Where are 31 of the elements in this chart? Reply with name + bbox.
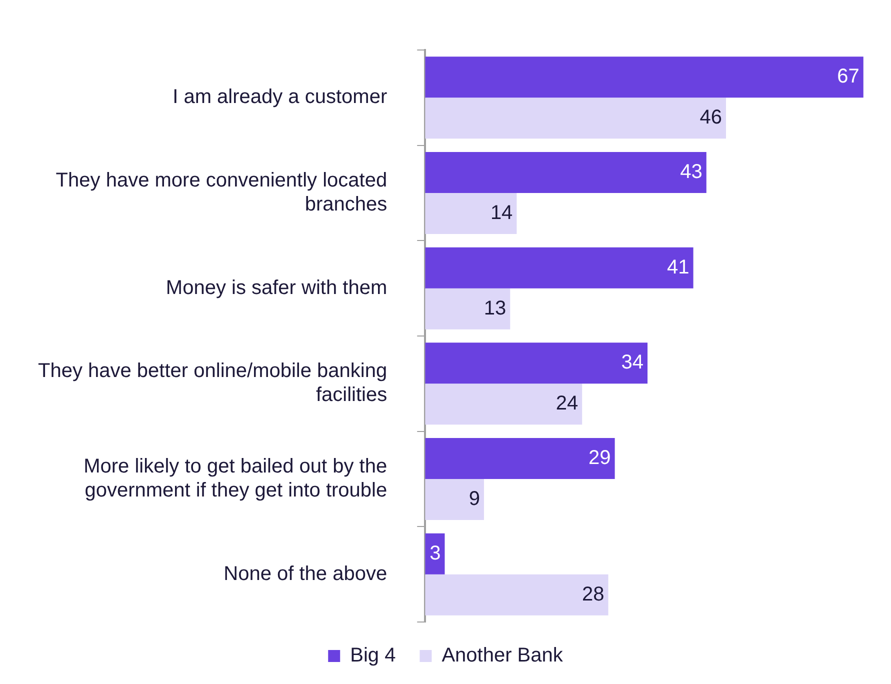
- bar: [425, 152, 706, 193]
- data-label: 67: [837, 66, 860, 88]
- y-tick-label: They have better online/mobile banking facilities: [38, 360, 388, 406]
- y-tick-label: They have more conveniently located branches: [56, 170, 388, 216]
- data-label: 41: [667, 256, 690, 278]
- bar: [425, 247, 694, 288]
- bar: [425, 384, 582, 425]
- data-label: 3: [430, 542, 441, 564]
- bar: [425, 56, 864, 98]
- bar: [425, 288, 510, 330]
- data-label: 46: [700, 106, 722, 129]
- bar: [425, 574, 608, 616]
- data-label: 24: [556, 392, 578, 415]
- bar: [425, 98, 726, 139]
- bar: [425, 479, 484, 520]
- data-label: 34: [621, 352, 644, 374]
- legend-label: Big 4: [350, 644, 396, 667]
- data-label: 9: [468, 488, 480, 510]
- y-tick-label: More likely to get bailed out by the government if they get into trouble: [84, 456, 388, 502]
- data-label: 28: [582, 583, 604, 606]
- bar: [425, 438, 615, 479]
- data-label: 29: [588, 447, 611, 470]
- legend-label: Another Bank: [442, 644, 564, 667]
- data-label: 13: [484, 297, 506, 320]
- data-label: 14: [490, 202, 513, 224]
- bar: [425, 193, 517, 234]
- bar: [425, 342, 648, 384]
- y-tick-label: None of the above: [224, 562, 388, 585]
- y-tick-label: Money is safer with them: [166, 276, 388, 299]
- data-label: 43: [680, 161, 702, 184]
- y-tick-label: I am already a customer: [172, 86, 388, 108]
